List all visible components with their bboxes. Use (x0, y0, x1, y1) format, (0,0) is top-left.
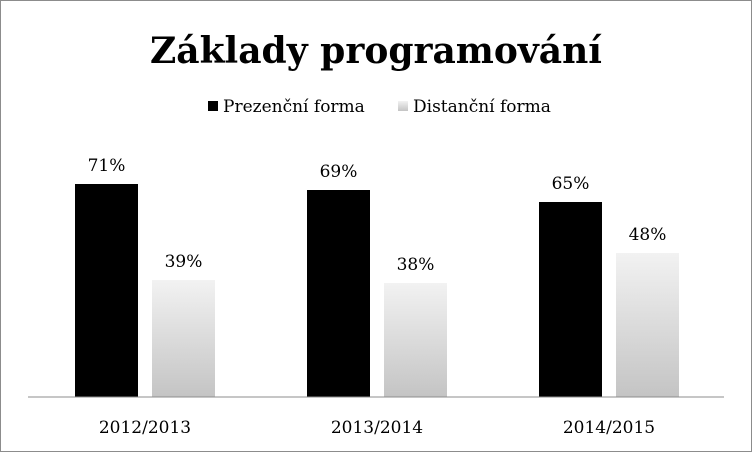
legend-label-distancni: Distanční forma (413, 97, 551, 117)
legend-swatch-prezencni (208, 101, 218, 111)
data-label-prezencni-3: 65% (552, 174, 590, 194)
data-label-distancni-2: 38% (397, 255, 435, 275)
legend-swatch-distancni (398, 101, 408, 111)
data-label-prezencni-1: 71% (88, 156, 126, 176)
bar-prezencni-2 (307, 190, 370, 397)
data-label-distancni-3: 48% (629, 225, 667, 245)
chart-title: Základy programování (150, 30, 602, 72)
bar-distancni-3 (616, 253, 679, 397)
bar-prezencni-3 (539, 202, 602, 397)
x-tick-label-1: 2012/2013 (99, 418, 191, 438)
x-tick-label-3: 2014/2015 (563, 418, 655, 438)
bar-distancni-1 (152, 280, 215, 397)
legend: Prezenční forma Distanční forma (208, 97, 551, 117)
bars-group (75, 184, 679, 397)
legend-label-prezencni: Prezenční forma (223, 97, 365, 117)
data-label-distancni-1: 39% (165, 252, 203, 272)
x-tick-labels: 2012/2013 2013/2014 2014/2015 (99, 418, 655, 438)
bar-prezencni-1 (75, 184, 138, 397)
data-labels-group: 71% 39% 69% 38% 65% 48% (88, 156, 667, 275)
bar-distancni-2 (384, 283, 447, 397)
x-tick-label-2: 2013/2014 (331, 418, 423, 438)
data-label-prezencni-2: 69% (320, 162, 358, 182)
